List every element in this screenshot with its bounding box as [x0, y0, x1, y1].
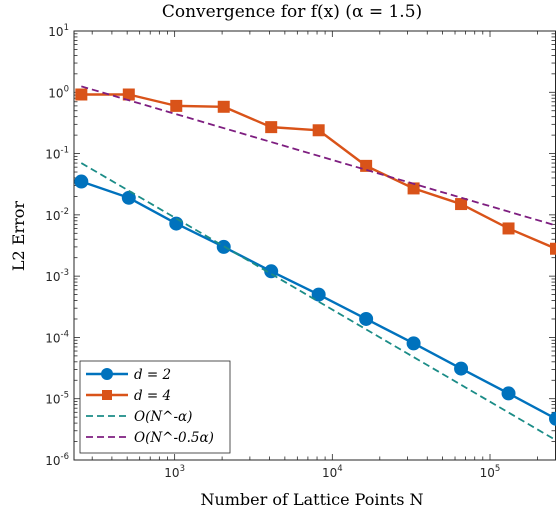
y-tick-label: 100 [48, 84, 69, 100]
series-line-3 [81, 85, 556, 227]
data-point-circle [454, 361, 469, 376]
data-point-square [75, 88, 88, 101]
legend-label-1: d = 4 [134, 388, 171, 404]
legend-label-3: O(N^-0.5α) [134, 430, 214, 446]
series-line-1 [81, 93, 556, 250]
data-point-circle [501, 386, 516, 401]
series-line-2 [80, 162, 556, 442]
data-point-circle [359, 311, 374, 326]
x-tick-label: 103 [164, 464, 185, 480]
y-tick-label: 10-1 [45, 146, 69, 162]
legend-label-0: d = 2 [134, 367, 171, 383]
legend-marker-circle [101, 368, 113, 380]
x-axis-label: Number of Lattice Points N [200, 490, 423, 509]
data-point-square [360, 159, 373, 172]
data-point-square [170, 99, 183, 112]
data-point-square [265, 121, 278, 134]
chart-title: Convergence for f(x) (α = 1.5) [162, 2, 422, 22]
data-point-circle [74, 174, 89, 189]
plot-area: 103 104 105 101 100 10-1 10-2 10-3 10-4 10-5 10-6 d… [45, 23, 556, 480]
data-point-square [312, 124, 325, 137]
data-point-circle [264, 264, 279, 279]
data-point-circle [406, 336, 421, 351]
data-point-circle [311, 287, 326, 302]
data-point-square [550, 242, 556, 255]
series-layer [74, 85, 556, 442]
y-tick-label: 10-4 [45, 329, 69, 345]
data-point-square [502, 222, 515, 235]
data-point-circle [549, 411, 556, 426]
x-tick-label: 105 [480, 464, 501, 480]
data-point-square [455, 198, 468, 211]
y-tick-label: 101 [48, 23, 69, 39]
x-tick-label: 104 [322, 464, 343, 480]
y-axis-label: L2 Error [9, 201, 28, 272]
legend: d = 2 d = 4 O(N^-α) O(N^-0.5α) [79, 360, 231, 454]
y-tick-label: 10-5 [45, 391, 69, 407]
legend-label-2: O(N^-α) [134, 409, 192, 425]
data-point-square [217, 100, 230, 113]
legend-marker-square [102, 390, 112, 400]
y-tick-label: 10-6 [45, 452, 69, 468]
y-tick-label: 10-3 [45, 268, 69, 284]
y-tick-label: 10-2 [45, 207, 69, 223]
